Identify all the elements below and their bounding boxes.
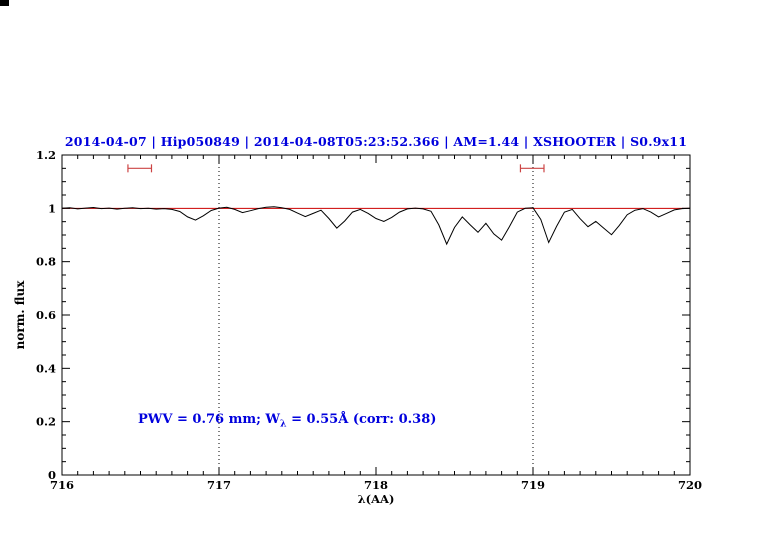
x-tick-label: 717 bbox=[207, 478, 231, 492]
y-tick-label: 0.8 bbox=[36, 255, 56, 269]
pwv-annotation-lambda-sub: λ bbox=[280, 418, 287, 430]
x-tick-label: 718 bbox=[364, 478, 388, 492]
y-axis-label: norm. flux bbox=[13, 280, 27, 350]
spectrum-line bbox=[61, 206, 691, 246]
pwv-annotation-suffix: = 0.55Å (corr: 0.38) bbox=[286, 412, 437, 427]
x-tick-label: 716 bbox=[50, 478, 74, 492]
y-tick-label: 0.4 bbox=[36, 361, 56, 375]
y-tick-label: 0 bbox=[48, 468, 56, 482]
x-axis-label: λ(AA) bbox=[357, 492, 395, 506]
x-tick-label: 720 bbox=[678, 478, 702, 492]
y-tick-label: 1 bbox=[48, 201, 56, 215]
pwv-annotation: PWV = 0.76 mm; Wλ = 0.55Å (corr: 0.38) bbox=[138, 412, 436, 430]
y-tick-label: 0.2 bbox=[36, 415, 56, 429]
plot-title: 2014-04-07 | Hip050849 | 2014-04-08T05:2… bbox=[64, 134, 688, 149]
corner-mark bbox=[0, 0, 9, 6]
x-tick-label: 719 bbox=[521, 478, 545, 492]
pwv-annotation-prefix: PWV = 0.76 mm; W bbox=[138, 412, 281, 427]
y-tick-label: 1.2 bbox=[36, 148, 56, 162]
y-tick-label: 0.6 bbox=[36, 308, 56, 322]
